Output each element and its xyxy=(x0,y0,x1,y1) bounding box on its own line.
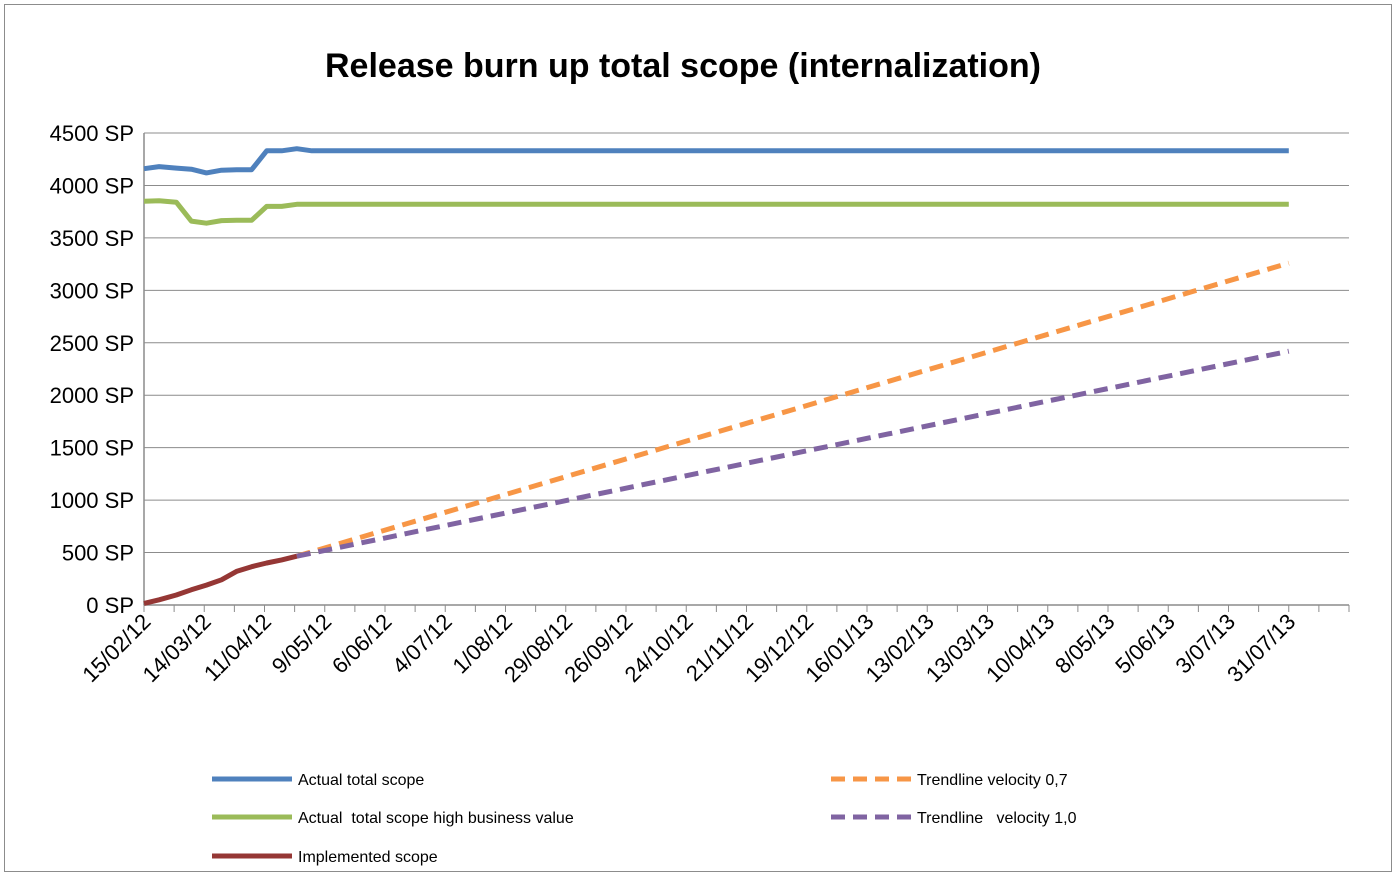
legend-label: Implemented scope xyxy=(298,849,438,866)
x-tick-label: 4/07/12 xyxy=(387,609,457,679)
y-tick-label: 4000 SP xyxy=(50,173,134,198)
legend-label: Actual total scope high business value xyxy=(298,810,574,827)
chart-title: Release burn up total scope (internaliza… xyxy=(325,47,1041,85)
y-tick-label: 4500 SP xyxy=(50,121,134,146)
chart-frame: Release burn up total scope (internaliza… xyxy=(4,4,1392,872)
y-tick-label: 2000 SP xyxy=(50,383,134,408)
series-line-4 xyxy=(296,260,1290,559)
legend-label: Actual total scope xyxy=(298,772,424,789)
y-tick-label: 0 SP xyxy=(86,593,134,618)
series-line-5 xyxy=(296,348,1290,559)
x-tick-label: 6/06/12 xyxy=(327,609,397,679)
series-line-1 xyxy=(143,146,1289,176)
y-tick-label: 3000 SP xyxy=(50,278,134,303)
series-line-2 xyxy=(143,198,1289,226)
legend-label: Trendline velocity 0,7 xyxy=(917,772,1068,789)
x-tick-label: 8/05/13 xyxy=(1050,609,1120,679)
y-tick-label: 500 SP xyxy=(62,541,134,566)
gridlines xyxy=(144,132,1349,554)
y-tick-label: 1500 SP xyxy=(50,436,134,461)
legend-label: Trendline velocity 1,0 xyxy=(917,810,1077,827)
y-tick-label: 1000 SP xyxy=(50,488,134,513)
y-tick-label: 3500 SP xyxy=(50,226,134,251)
chart-svg: Release burn up total scope (internaliza… xyxy=(50,47,1350,866)
series-lines xyxy=(143,146,1290,606)
x-tick-label: 9/05/12 xyxy=(267,609,337,679)
y-tick-label: 2500 SP xyxy=(50,331,134,356)
x-tick-label: 11/04/12 xyxy=(199,609,276,686)
legend: Actual total scope Actual total scope hig… xyxy=(212,772,1077,866)
series-line-3 xyxy=(143,553,298,606)
x-tick-label: 5/06/13 xyxy=(1110,609,1180,679)
